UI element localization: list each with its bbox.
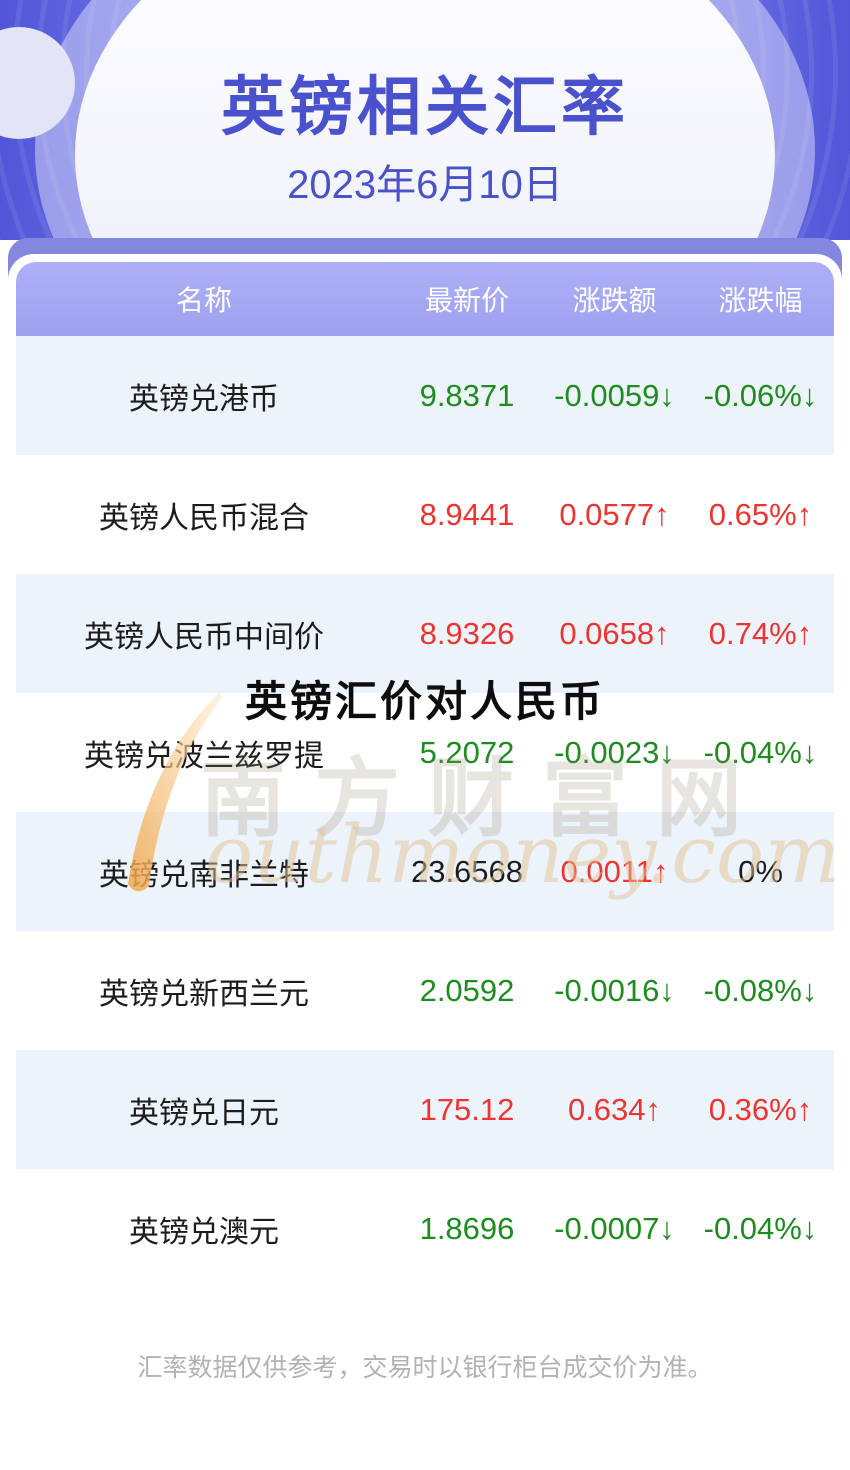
change-percent-cell: -0.08%↓ <box>703 972 818 1008</box>
table-row: 英镑兑南非兰特 23.6568 0.0011↑ 0% <box>16 812 834 931</box>
change-amount-cell: 0.634↑ <box>567 1091 662 1127</box>
change-percent-cell: 0.74%↑ <box>708 615 813 651</box>
pair-name-cell: 英镑兑南非兰特 <box>99 858 309 892</box>
disclaimer-note: 汇率数据仅供参考，交易时以银行柜台成交价为准。 <box>137 1354 713 1382</box>
banner-white-blob-decoration <box>75 0 775 240</box>
latest-price-cell: 5.2072 <box>419 734 515 770</box>
header-banner: 英镑相关汇率 2023年6月10日 <box>0 0 850 240</box>
change-percent-cell: -0.04%↓ <box>703 1210 818 1246</box>
latest-price-cell: 8.9441 <box>419 496 515 532</box>
change-percent-cell: -0.04%↓ <box>703 734 818 770</box>
latest-price-cell: 1.8696 <box>419 1210 515 1246</box>
pair-name-cell: 英镑人民币混合 <box>99 501 309 535</box>
latest-price-cell: 9.8371 <box>419 377 515 413</box>
change-percent-cell: 0.36%↑ <box>708 1091 813 1127</box>
column-header-price: 最新价 <box>424 285 509 316</box>
table-row: 英镑兑港币 9.8371 -0.0059↓ -0.06%↓ <box>16 336 834 455</box>
pair-name-cell: 英镑兑澳元 <box>129 1215 279 1249</box>
table-header-row: 名称 最新价 涨跌额 涨跌幅 <box>16 262 834 336</box>
change-amount-cell: -0.0016↓ <box>554 972 675 1008</box>
pair-name-cell: 英镑兑日元 <box>129 1096 279 1130</box>
table-body: 英镑兑港币 9.8371 -0.0059↓ -0.06%↓ 英镑人民币混合 8.… <box>16 336 834 1288</box>
change-amount-cell: 0.0011↑ <box>560 853 669 889</box>
page-date: 2023年6月10日 <box>287 163 563 207</box>
latest-price-cell: 175.12 <box>419 1091 515 1127</box>
change-amount-cell: -0.0023↓ <box>554 734 675 770</box>
table-row: 英镑兑澳元 1.8696 -0.0007↓ -0.04%↓ <box>16 1169 834 1288</box>
pair-name-cell: 英镑兑新西兰元 <box>99 977 309 1011</box>
table-row: 英镑兑新西兰元 2.0592 -0.0016↓ -0.08%↓ <box>16 931 834 1050</box>
latest-price-cell: 23.6568 <box>410 853 524 889</box>
table-row: 英镑人民币中间价 8.9326 0.0658↑ 0.74%↑ <box>16 574 834 693</box>
pair-name-cell: 英镑人民币中间价 <box>84 620 324 654</box>
column-header-name: 名称 <box>175 285 232 316</box>
rates-table-card: 名称 最新价 涨跌额 涨跌幅 英镑兑港币 9.8371 -0.0059↓ -0.… <box>8 254 842 1294</box>
change-amount-cell: 0.0577↑ <box>559 496 670 532</box>
pair-name-cell: 英镑兑波兰兹罗提 <box>84 739 324 773</box>
column-header-pct: 涨跌幅 <box>718 285 803 316</box>
page-title: 英镑相关汇率 <box>221 71 629 143</box>
change-percent-cell: -0.06%↓ <box>703 377 818 413</box>
change-percent-cell: 0% <box>738 853 783 889</box>
column-header-change: 涨跌额 <box>572 285 657 316</box>
change-percent-cell: 0.65%↑ <box>708 496 813 532</box>
table-row: 英镑兑日元 175.12 0.634↑ 0.36%↑ <box>16 1050 834 1169</box>
table-row: 英镑兑波兰兹罗提 5.2072 -0.0023↓ -0.04%↓ <box>16 693 834 812</box>
change-amount-cell: -0.0059↓ <box>554 377 675 413</box>
pair-name-cell: 英镑兑港币 <box>129 382 279 416</box>
latest-price-cell: 8.9326 <box>419 615 515 651</box>
latest-price-cell: 2.0592 <box>419 972 515 1008</box>
table-row: 英镑人民币混合 8.9441 0.0577↑ 0.65%↑ <box>16 455 834 574</box>
change-amount-cell: -0.0007↓ <box>554 1210 675 1246</box>
change-amount-cell: 0.0658↑ <box>559 615 670 651</box>
